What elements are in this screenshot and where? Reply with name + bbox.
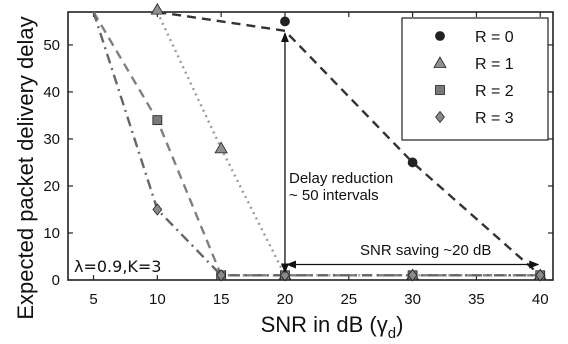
legend-marker-r1 xyxy=(433,56,447,68)
data-point-r3 xyxy=(407,269,418,282)
y-tick-label: 10 xyxy=(43,225,60,242)
legend-label-r0: R = 0 xyxy=(475,29,514,46)
delay-annotation-line1: Delay reduction xyxy=(289,170,393,187)
data-point-r3 xyxy=(152,203,163,216)
legend-marker-r3 xyxy=(435,110,445,124)
y-tick-label: 40 xyxy=(43,84,60,101)
x-tick-label: 15 xyxy=(213,291,230,308)
x-tick-label: 30 xyxy=(404,291,421,308)
x-tick-label: 25 xyxy=(340,291,357,308)
parameter-label: λ=0.9,K=3 xyxy=(74,257,161,276)
x-tick-label: 35 xyxy=(468,291,485,308)
data-point-r0 xyxy=(407,157,418,168)
y-tick-label: 50 xyxy=(43,37,60,54)
legend-label-r2: R = 2 xyxy=(475,83,514,100)
y-tick-label: 30 xyxy=(43,131,60,148)
y-axis-label: Expected packet delivery delay xyxy=(13,16,38,319)
legend xyxy=(401,17,549,141)
x-tick-label: 10 xyxy=(149,291,166,308)
delay-annotation-line2: ~ 50 intervals xyxy=(289,187,379,204)
series-line-r0 xyxy=(157,10,542,277)
snr-saving-annotation: SNR saving ~20 dB xyxy=(360,242,491,259)
x-tick-label: 40 xyxy=(532,291,549,308)
data-point-r3 xyxy=(216,269,227,282)
x-tick-label: 20 xyxy=(277,291,294,308)
x-tick-label: 5 xyxy=(89,291,97,308)
y-tick-label: 0 xyxy=(52,272,60,289)
legend-marker-r0 xyxy=(435,31,445,41)
series-line-r3 xyxy=(92,11,541,277)
plot-frame xyxy=(67,11,554,281)
data-point-r1 xyxy=(150,2,165,15)
data-point-r0 xyxy=(280,16,290,27)
data-point-r3 xyxy=(535,269,546,282)
x-axis-label: SNR in dB (γd) xyxy=(261,312,404,342)
data-point-r2 xyxy=(152,115,163,126)
legend-label-r1: R = 1 xyxy=(475,56,514,73)
y-tick-label: 20 xyxy=(43,178,60,195)
data-point-r1 xyxy=(214,141,228,154)
legend-marker-r2 xyxy=(435,85,445,95)
legend-label-r3: R = 3 xyxy=(475,110,514,127)
